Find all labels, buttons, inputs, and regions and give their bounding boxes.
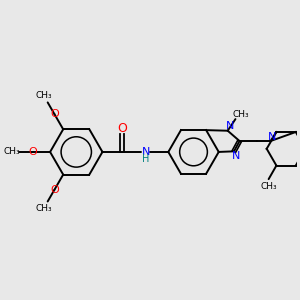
- Text: O: O: [50, 109, 59, 119]
- Text: CH₃: CH₃: [35, 91, 52, 100]
- Text: CH₃: CH₃: [3, 147, 20, 156]
- Text: O: O: [28, 147, 37, 157]
- Text: CH₃: CH₃: [233, 110, 250, 119]
- Text: N: N: [225, 121, 234, 131]
- Text: N: N: [142, 147, 150, 157]
- Text: N: N: [268, 132, 277, 142]
- Text: CH₃: CH₃: [260, 182, 277, 191]
- Text: H: H: [142, 154, 150, 164]
- Text: CH₃: CH₃: [35, 204, 52, 213]
- Text: N: N: [232, 151, 240, 161]
- Text: O: O: [50, 185, 59, 195]
- Text: O: O: [117, 122, 127, 135]
